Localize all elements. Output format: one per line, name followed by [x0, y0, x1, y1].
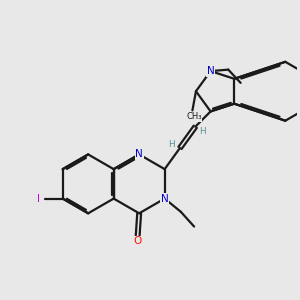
- Text: O: O: [134, 236, 142, 246]
- Text: H: H: [199, 127, 206, 136]
- Text: CH₃: CH₃: [186, 112, 202, 122]
- Text: N: N: [207, 66, 214, 76]
- Text: H: H: [168, 140, 175, 149]
- Text: I: I: [37, 194, 40, 204]
- Text: N: N: [161, 194, 169, 204]
- Text: N: N: [135, 149, 143, 159]
